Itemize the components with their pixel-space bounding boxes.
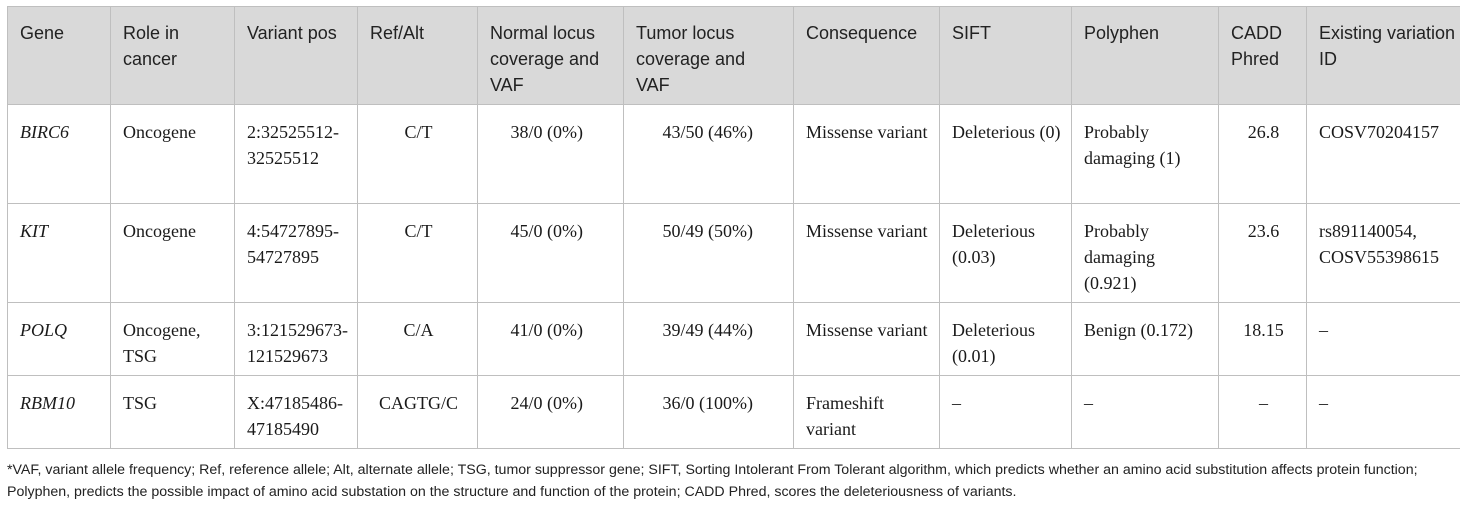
cell-polyphen: Benign (0.172)	[1071, 302, 1219, 376]
cell-tumor: 43/50 (46%)	[623, 104, 794, 204]
cell-role: Oncogene, TSG	[110, 302, 235, 376]
cell-normal: 45/0 (0%)	[477, 203, 624, 303]
cell-normal: 38/0 (0%)	[477, 104, 624, 204]
cell-polyphen: Probably damaging (1)	[1071, 104, 1219, 204]
cell-cadd: 26.8	[1218, 104, 1307, 204]
cell-tumor: 50/49 (50%)	[623, 203, 794, 303]
table-row: RBM10 TSG X:47185486-47185490 CAGTG/C 24…	[7, 375, 1460, 449]
cell-gene: KIT	[7, 203, 111, 303]
header-polyphen: Polyphen	[1071, 6, 1219, 105]
cell-ref-alt: C/T	[357, 203, 478, 303]
cell-cadd: 23.6	[1218, 203, 1307, 303]
header-variant-pos: Variant pos	[234, 6, 358, 105]
cell-variation-id: rs891140054, COSV55398615	[1306, 203, 1460, 303]
header-row: Gene Role in cancer Variant pos Ref/Alt …	[7, 6, 1460, 105]
cell-polyphen: Probably damaging (0.921)	[1071, 203, 1219, 303]
cell-role: Oncogene	[110, 203, 235, 303]
cell-polyphen: –	[1071, 375, 1219, 449]
cell-gene: RBM10	[7, 375, 111, 449]
cell-gene: BIRC6	[7, 104, 111, 204]
header-ref-alt: Ref/Alt	[357, 6, 478, 105]
header-normal-coverage: Normal locus coverage and VAF	[477, 6, 624, 105]
variant-table: Gene Role in cancer Variant pos Ref/Alt …	[7, 6, 1460, 449]
cell-variant-pos: X:47185486-47185490	[234, 375, 358, 449]
table-row: KIT Oncogene 4:54727895-54727895 C/T 45/…	[7, 203, 1460, 303]
cell-sift: Deleterious (0.01)	[939, 302, 1072, 376]
cell-gene: POLQ	[7, 302, 111, 376]
cell-cadd: –	[1218, 375, 1307, 449]
header-consequence: Consequence	[793, 6, 940, 105]
header-variation-id: Existing variation ID	[1306, 6, 1460, 105]
table-footnote: *VAF, variant allele frequency; Ref, ref…	[7, 462, 1418, 500]
table-row: BIRC6 Oncogene 2:32525512-32525512 C/T 3…	[7, 104, 1460, 204]
cell-variation-id: –	[1306, 375, 1460, 449]
header-cadd: CADD Phred	[1218, 6, 1307, 105]
cell-role: Oncogene	[110, 104, 235, 204]
cell-variant-pos: 3:121529673-121529673	[234, 302, 358, 376]
cell-consequence: Missense variant	[793, 302, 940, 376]
header-gene: Gene	[7, 6, 111, 105]
cell-normal: 41/0 (0%)	[477, 302, 624, 376]
cell-tumor: 39/49 (44%)	[623, 302, 794, 376]
variant-table-container: Gene Role in cancer Variant pos Ref/Alt …	[7, 6, 1460, 449]
cell-sift: Deleterious (0.03)	[939, 203, 1072, 303]
cell-sift: –	[939, 375, 1072, 449]
cell-variant-pos: 4:54727895-54727895	[234, 203, 358, 303]
cell-ref-alt: C/T	[357, 104, 478, 204]
cell-variant-pos: 2:32525512-32525512	[234, 104, 358, 204]
cell-variation-id: –	[1306, 302, 1460, 376]
cell-variation-id: COSV70204157	[1306, 104, 1460, 204]
header-sift: SIFT	[939, 6, 1072, 105]
cell-ref-alt: CAGTG/C	[357, 375, 478, 449]
cell-cadd: 18.15	[1218, 302, 1307, 376]
header-role: Role in cancer	[110, 6, 235, 105]
cell-consequence: Missense variant	[793, 104, 940, 204]
header-tumor-coverage: Tumor locus coverage and VAF	[623, 6, 794, 105]
table-row: POLQ Oncogene, TSG 3:121529673-121529673…	[7, 302, 1460, 376]
cell-consequence: Frameshift variant	[793, 375, 940, 449]
cell-ref-alt: C/A	[357, 302, 478, 376]
cell-normal: 24/0 (0%)	[477, 375, 624, 449]
cell-consequence: Missense variant	[793, 203, 940, 303]
cell-tumor: 36/0 (100%)	[623, 375, 794, 449]
cell-role: TSG	[110, 375, 235, 449]
cell-sift: Deleterious (0)	[939, 104, 1072, 204]
